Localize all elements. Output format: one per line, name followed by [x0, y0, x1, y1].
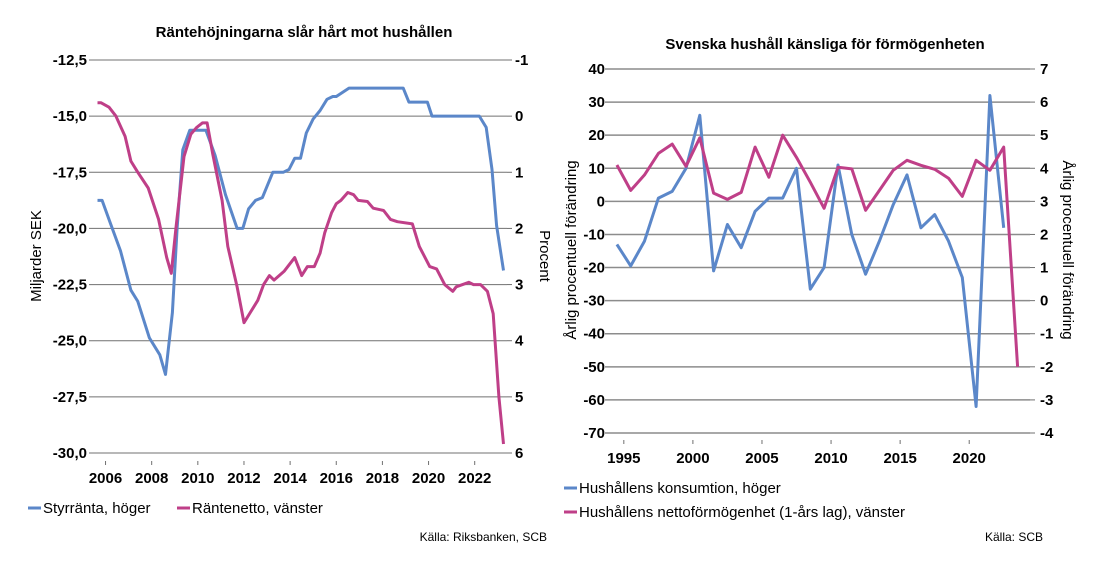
y-tick-right-label: 4 — [515, 333, 524, 350]
y-tick-left-label: -15,0 — [53, 108, 87, 125]
x-tick-label: 2010 — [814, 450, 847, 467]
y-tick-right-label: 7 — [1040, 61, 1048, 78]
legend-label-konsumtion: Hushållens konsumtion, höger — [579, 480, 781, 497]
y-axis-left-title: Miljarder SEK — [28, 210, 45, 302]
gridlines — [89, 59, 507, 454]
y-tick-left-label: 40 — [588, 61, 605, 78]
legend: Hushållens konsumtion, höger Hushållens … — [564, 480, 905, 521]
chart-household-wealth: Svenska hushåll känsliga för förmögenhet… — [563, 36, 1076, 544]
y-tick-left-label: 30 — [588, 94, 605, 111]
y-axis-left: 40 30 20 10 0 -10 -20 -30 -40 -50 -60 -70 — [583, 61, 605, 442]
x-tick-label: 2016 — [320, 470, 353, 487]
y-tick-left-label: -20,0 — [53, 220, 87, 237]
x-tick-label: 2020 — [412, 470, 445, 487]
legend-label-styrranta: Styrränta, höger — [43, 500, 151, 517]
y-tick-right-label: 3 — [1040, 193, 1048, 210]
x-tick-label: 2008 — [135, 470, 168, 487]
y-tick-right-label: 5 — [1040, 127, 1048, 144]
y-tick-left-label: -10 — [583, 226, 605, 243]
y-tick-left-label: -30 — [583, 293, 605, 310]
y-tick-right-label: 1 — [1040, 260, 1048, 277]
y-tick-left-label: -40 — [583, 326, 605, 343]
y-axis-right: -1 0 1 2 3 4 5 6 — [507, 52, 528, 462]
legend: Styrränta, höger Räntenetto, vänster — [28, 500, 323, 517]
y-tick-right-label: -3 — [1040, 392, 1053, 409]
series-line-magenta — [97, 101, 505, 445]
source-note: Källa: SCB — [985, 530, 1043, 544]
x-tick-label: 2020 — [953, 450, 986, 467]
y-tick-right-label: -2 — [1040, 359, 1053, 376]
y-tick-right-label: 6 — [1040, 94, 1048, 111]
y-tick-left-label: -27,5 — [53, 389, 87, 406]
x-tick-label: 2022 — [458, 470, 491, 487]
y-tick-left-label: -70 — [583, 425, 605, 442]
chart-interest-rate: Räntehöjningarna slår hårt mot hushållen… — [28, 24, 553, 544]
y-tick-left-label: -17,5 — [53, 164, 87, 181]
y-tick-right-label: 2 — [1040, 226, 1048, 243]
y-tick-right-label: 5 — [515, 389, 523, 406]
source-note: Källa: Riksbanken, SCB — [420, 530, 547, 544]
y-tick-right-label: 3 — [515, 277, 523, 294]
y-tick-right-label: 4 — [1040, 160, 1049, 177]
y-tick-left-label: -30,0 — [53, 445, 87, 462]
series-line-magenta — [615, 133, 1020, 367]
y-tick-right-label: 0 — [515, 108, 523, 125]
x-axis: 2006 2008 2010 2012 2014 2016 2018 2020 2022 — [89, 461, 491, 487]
chart-title: Räntehöjningarna slår hårt mot hushållen — [156, 24, 453, 41]
series-line-blue — [615, 94, 1006, 408]
x-tick-label: 2018 — [366, 470, 399, 487]
x-tick-label: 2010 — [181, 470, 214, 487]
y-tick-right-label: 2 — [515, 220, 523, 237]
chart-title: Svenska hushåll känsliga för förmögenhet… — [665, 36, 984, 53]
y-tick-left-label: -22,5 — [53, 277, 87, 294]
y-tick-right-label: 6 — [515, 445, 523, 462]
y-axis-left-title: Årlig procentuell förändring — [563, 160, 580, 339]
y-tick-left-label: 10 — [588, 160, 605, 177]
y-tick-right-label: -1 — [1040, 326, 1053, 343]
y-tick-right-label: -4 — [1040, 425, 1054, 442]
x-tick-label: 2012 — [227, 470, 260, 487]
x-tick-label: 1995 — [607, 450, 640, 467]
y-tick-left-label: -50 — [583, 359, 605, 376]
series-layer — [97, 86, 505, 445]
y-tick-left-label: -60 — [583, 392, 605, 409]
x-tick-label: 2015 — [883, 450, 916, 467]
x-axis: 1995 2000 2005 2010 2015 2020 — [607, 440, 986, 467]
y-tick-left-label: -20 — [583, 260, 605, 277]
y-tick-left-label: 0 — [597, 193, 605, 210]
legend-label-nettoformogenhet: Hushållens nettoförmögenhet (1-års lag),… — [579, 504, 905, 521]
x-tick-label: 2014 — [273, 470, 307, 487]
y-axis-right: 7 6 5 4 3 2 1 0 -1 -2 -3 -4 — [1030, 61, 1054, 442]
y-axis-right-title: Procent — [536, 230, 553, 283]
series-line-blue — [97, 86, 505, 376]
y-tick-right-label: 1 — [515, 164, 523, 181]
y-tick-right-label: 0 — [1040, 293, 1048, 310]
y-axis-right-title: Årlig procentuell förändring — [1059, 160, 1076, 339]
y-tick-left-label: -25,0 — [53, 333, 87, 350]
legend-label-rantenetto: Räntenetto, vänster — [192, 500, 323, 517]
series-layer — [615, 94, 1020, 408]
y-tick-left-label: -12,5 — [53, 52, 87, 69]
x-tick-label: 2000 — [676, 450, 709, 467]
gridlines — [605, 68, 1030, 434]
x-tick-label: 2005 — [745, 450, 778, 467]
x-tick-label: 2006 — [89, 470, 122, 487]
y-tick-left-label: 20 — [588, 127, 605, 144]
y-tick-right-label: -1 — [515, 52, 528, 69]
y-axis-left: -12,5 -15,0 -17,5 -20,0 -22,5 -25,0 -27,5 -30,0 — [53, 52, 87, 462]
